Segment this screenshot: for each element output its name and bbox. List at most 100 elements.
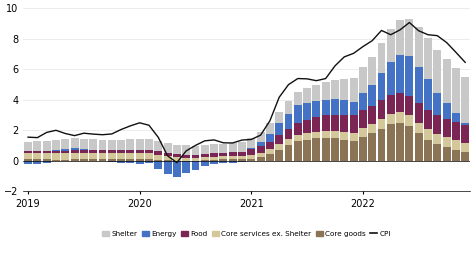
Bar: [24, 142, 32, 151]
Bar: [164, 161, 172, 174]
Bar: [108, 161, 116, 162]
Bar: [80, 149, 88, 150]
Bar: [191, 155, 200, 158]
Bar: [173, 145, 181, 154]
Bar: [377, 100, 385, 119]
Bar: [117, 140, 125, 150]
Bar: [331, 131, 339, 138]
Bar: [312, 132, 320, 138]
Bar: [247, 138, 255, 148]
Bar: [312, 85, 320, 101]
Bar: [256, 142, 264, 146]
Bar: [117, 153, 125, 159]
Bar: [452, 68, 460, 113]
Bar: [284, 129, 292, 139]
Bar: [433, 115, 441, 134]
Bar: [219, 144, 228, 153]
Bar: [127, 150, 134, 153]
Bar: [275, 112, 283, 123]
Bar: [201, 160, 209, 161]
Legend: Shelter, Energy, Food, Core services ex. Shelter, Core goods, CPI: Shelter, Energy, Food, Core services ex.…: [99, 228, 394, 240]
Bar: [322, 131, 329, 138]
Bar: [387, 124, 395, 161]
Bar: [405, 56, 413, 96]
Bar: [340, 115, 348, 132]
Bar: [52, 153, 60, 160]
Bar: [145, 161, 153, 163]
Bar: [89, 153, 97, 159]
Bar: [210, 160, 218, 161]
Bar: [210, 153, 218, 157]
Bar: [350, 133, 357, 141]
Bar: [368, 124, 376, 133]
Bar: [145, 139, 153, 150]
Bar: [294, 92, 302, 105]
Bar: [452, 113, 460, 122]
Bar: [201, 154, 209, 157]
Bar: [405, 115, 413, 126]
Bar: [396, 20, 404, 55]
Bar: [164, 160, 172, 161]
Bar: [108, 159, 116, 161]
Bar: [229, 143, 237, 152]
Bar: [359, 128, 367, 136]
Bar: [136, 150, 144, 153]
Bar: [303, 120, 311, 133]
Bar: [443, 137, 450, 147]
Bar: [322, 115, 329, 131]
Bar: [247, 148, 255, 150]
Bar: [238, 159, 246, 161]
Bar: [117, 150, 125, 153]
Bar: [145, 150, 153, 153]
Bar: [71, 148, 79, 150]
Bar: [433, 50, 441, 93]
Bar: [377, 129, 385, 161]
Bar: [424, 140, 432, 161]
Bar: [275, 135, 283, 144]
Bar: [201, 145, 209, 154]
Bar: [33, 159, 41, 161]
Bar: [433, 144, 441, 161]
Bar: [368, 133, 376, 161]
Bar: [303, 103, 311, 120]
Bar: [377, 73, 385, 100]
Bar: [256, 157, 264, 161]
Bar: [424, 129, 432, 140]
Bar: [33, 151, 41, 153]
Bar: [136, 153, 144, 159]
Bar: [238, 161, 246, 162]
Bar: [201, 161, 209, 166]
Bar: [396, 112, 404, 123]
Bar: [61, 139, 69, 149]
Bar: [387, 95, 395, 114]
Bar: [52, 160, 60, 161]
Bar: [191, 146, 200, 155]
Bar: [61, 151, 69, 153]
Bar: [396, 55, 404, 93]
Bar: [24, 153, 32, 159]
Bar: [312, 117, 320, 132]
Bar: [247, 154, 255, 159]
Bar: [71, 138, 79, 148]
Bar: [155, 160, 162, 161]
Bar: [71, 150, 79, 153]
Bar: [350, 102, 357, 115]
Bar: [61, 153, 69, 160]
Bar: [219, 159, 228, 161]
Bar: [155, 141, 162, 151]
Bar: [387, 62, 395, 95]
Bar: [396, 93, 404, 112]
Bar: [322, 82, 329, 100]
Bar: [387, 114, 395, 124]
Bar: [461, 152, 469, 161]
Bar: [71, 153, 79, 159]
Bar: [24, 151, 32, 153]
Bar: [331, 138, 339, 161]
Bar: [99, 150, 106, 153]
Bar: [201, 157, 209, 160]
Bar: [52, 151, 60, 153]
Bar: [173, 154, 181, 158]
Bar: [61, 149, 69, 151]
Bar: [256, 146, 264, 153]
Bar: [461, 124, 469, 125]
